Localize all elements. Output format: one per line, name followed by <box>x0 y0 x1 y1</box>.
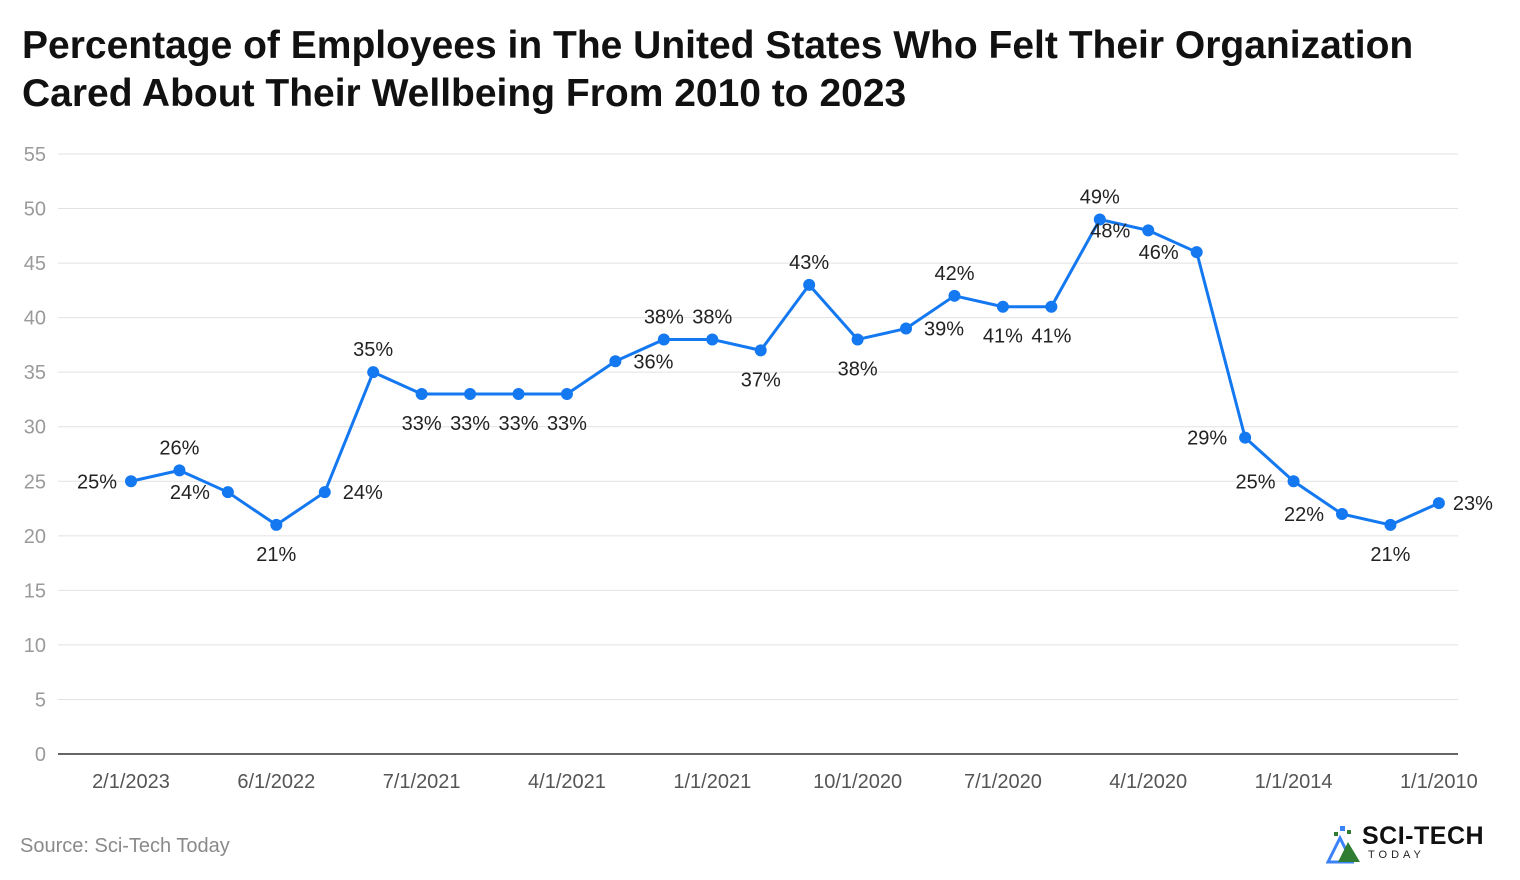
y-tick-label: 0 <box>35 744 46 766</box>
data-point <box>367 366 380 379</box>
data-point <box>609 355 622 368</box>
data-label: 49% <box>1080 186 1120 208</box>
x-tick-label: 4/1/2021 <box>528 771 606 793</box>
data-label: 43% <box>789 252 829 274</box>
data-point <box>560 388 573 400</box>
data-label: 33% <box>499 413 539 435</box>
logo-name: SCI-TECH <box>1362 822 1485 850</box>
data-point <box>512 388 525 400</box>
sci-tech-logo-icon <box>1326 826 1360 864</box>
data-label: 38% <box>692 306 732 328</box>
x-tick-label: 7/1/2020 <box>964 771 1042 793</box>
data-label: 21% <box>1370 544 1410 566</box>
data-point <box>948 289 961 302</box>
x-tick-label: 4/1/2020 <box>1109 771 1187 793</box>
data-point <box>657 333 670 346</box>
data-point <box>706 333 719 346</box>
data-label: 38% <box>838 358 878 380</box>
data-label: 21% <box>256 544 296 566</box>
brand-logo: SCI-TECH TODAY <box>1326 822 1506 866</box>
data-point <box>318 486 331 499</box>
x-tick-label: 1/1/2014 <box>1255 771 1333 793</box>
data-point <box>1432 497 1445 510</box>
y-tick-label: 15 <box>24 580 46 602</box>
data-point <box>221 486 234 499</box>
data-label: 25% <box>77 471 117 493</box>
data-label: 24% <box>343 482 383 504</box>
data-point <box>415 388 428 400</box>
data-point <box>1093 213 1106 226</box>
data-point <box>464 388 477 400</box>
data-point <box>173 464 186 477</box>
x-tick-label: 2/1/2023 <box>92 771 170 793</box>
data-point <box>1336 508 1348 520</box>
data-point <box>1190 246 1203 259</box>
data-label: 33% <box>402 413 442 435</box>
y-tick-label: 50 <box>24 199 46 221</box>
y-tick-label: 35 <box>24 362 46 384</box>
data-label: 37% <box>741 369 781 391</box>
data-label: 38% <box>644 306 684 328</box>
data-label: 26% <box>159 437 199 459</box>
x-tick-label: 1/1/2010 <box>1400 771 1478 793</box>
data-label: 29% <box>1187 428 1227 450</box>
data-label: 41% <box>1031 326 1071 348</box>
data-label: 48% <box>1090 220 1130 242</box>
series-line <box>130 217 1440 527</box>
data-label: 23% <box>1453 493 1493 515</box>
data-point <box>1384 518 1397 531</box>
data-label: 35% <box>353 339 393 361</box>
data-point <box>754 344 767 357</box>
data-point <box>1239 431 1252 444</box>
y-tick-label: 5 <box>35 689 46 711</box>
data-label: 36% <box>633 351 673 373</box>
data-label: 22% <box>1284 504 1324 526</box>
data-label: 33% <box>547 413 587 435</box>
chart-title: Percentage of Employees in The United St… <box>22 24 1414 115</box>
data-point <box>900 322 913 335</box>
data-point <box>1045 300 1058 313</box>
data-point <box>1142 224 1155 237</box>
data-point <box>803 278 816 291</box>
data-label: 24% <box>170 482 210 504</box>
data-label: 46% <box>1139 242 1179 264</box>
y-tick-label: 45 <box>24 253 46 275</box>
data-label: 39% <box>924 319 964 341</box>
y-tick-label: 30 <box>24 417 46 439</box>
y-tick-label: 20 <box>24 526 46 548</box>
y-tick-label: 55 <box>24 144 46 166</box>
data-point <box>1287 475 1300 488</box>
data-point <box>125 475 137 488</box>
data-label: 33% <box>450 413 490 435</box>
data-label: 41% <box>983 326 1023 348</box>
source-note: Source: Sci-Tech Today <box>20 835 230 857</box>
data-point <box>996 300 1009 313</box>
x-tick-label: 10/1/2020 <box>813 771 902 793</box>
data-label: 42% <box>934 263 974 285</box>
y-tick-label: 10 <box>24 635 46 657</box>
data-point <box>270 518 283 531</box>
y-tick-label: 25 <box>24 471 46 493</box>
data-label: 25% <box>1236 471 1276 493</box>
y-tick-label: 40 <box>24 308 46 330</box>
x-tick-label: 1/1/2021 <box>673 771 751 793</box>
x-tick-label: 7/1/2021 <box>383 771 461 793</box>
logo-subtitle: TODAY <box>1368 849 1425 861</box>
data-point <box>851 333 864 346</box>
x-tick-label: 6/1/2022 <box>237 771 315 793</box>
